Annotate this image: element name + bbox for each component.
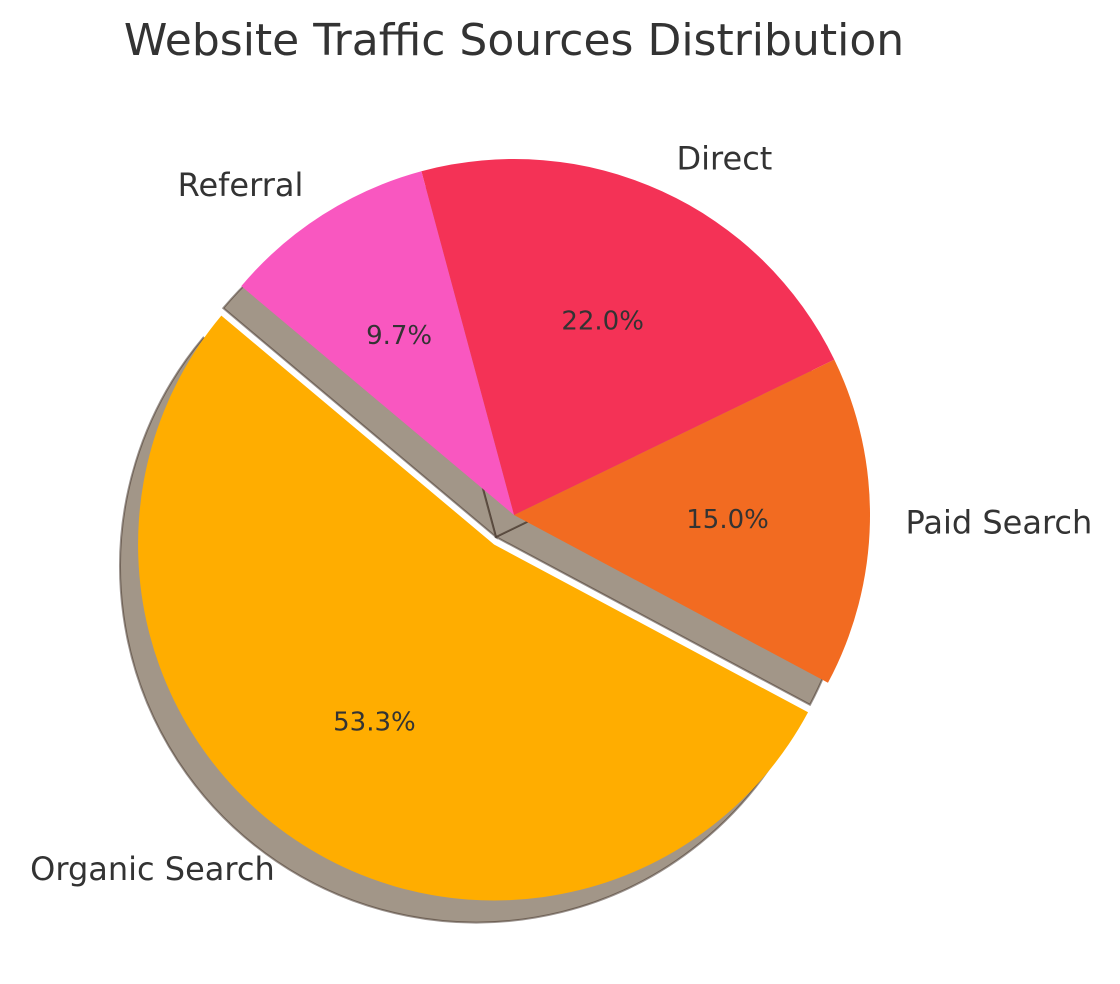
slice-label-organic-search: Organic Search xyxy=(30,850,275,888)
slice-percent-referral: 9.7% xyxy=(366,321,432,351)
slice-label-referral: Referral xyxy=(178,166,304,204)
slice-layer xyxy=(138,159,871,901)
pie-slice-direct xyxy=(421,159,835,515)
slice-percent-paid-search: 15.0% xyxy=(686,505,769,535)
slice-percent-direct: 22.0% xyxy=(561,307,644,337)
chart-title: Website Traffic Sources Distribution xyxy=(124,15,904,66)
slice-label-paid-search: Paid Search xyxy=(906,504,1093,542)
pie-slice-organic-search xyxy=(138,315,809,901)
pie-slice-paid-search xyxy=(514,359,871,683)
slice-label-direct: Direct xyxy=(677,140,773,178)
pie-slice-referral xyxy=(241,171,514,515)
label-layer: 53.3% Organic Search 15.0% Paid Search 22.0%… xyxy=(30,140,1092,888)
slice-percent-organic-search: 53.3% xyxy=(333,707,416,737)
